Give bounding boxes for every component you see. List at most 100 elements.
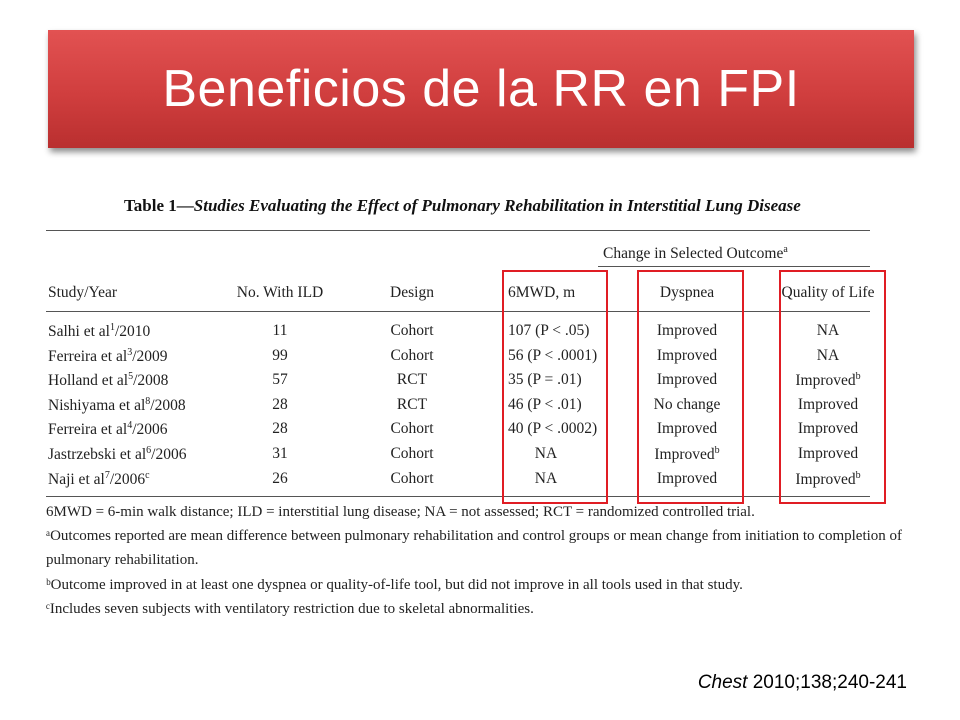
dyspnea-value: Improved: [656, 347, 718, 364]
cell-dyspnea: Improved: [657, 347, 717, 365]
group-header-underline: [598, 266, 870, 267]
reference-number: 3: [127, 347, 133, 358]
dyspnea-value: Improved: [656, 470, 718, 487]
dyspnea-value: Improved: [654, 446, 715, 464]
cell-6mwd: NA: [534, 445, 558, 462]
cell-design: Cohort: [390, 322, 434, 339]
table-note-a: ᵃOutcomes reported are mean difference b…: [46, 528, 903, 544]
reference-number: 5: [128, 371, 134, 382]
cell-6mwd: NA: [534, 470, 558, 487]
cell-design: RCT: [396, 371, 428, 388]
cell-quality-of-life: Improvedb: [795, 371, 860, 390]
table-caption-prefix: Table 1—: [124, 196, 194, 215]
dyspnea-value: Improved: [656, 371, 718, 388]
table-bottom-rule: [46, 496, 870, 497]
table-note-a-cont: pulmonary rehabilitation.: [46, 552, 199, 568]
study-name: Ferreira et al: [48, 421, 128, 439]
slide-title: Beneficios de la RR en FPI: [162, 60, 800, 118]
qol-value: Improved: [795, 471, 856, 489]
cell-study: Jastrzebski et al6/2006: [48, 445, 186, 464]
cell-n-ild: 28: [272, 420, 288, 437]
cell-n-ild: 57: [272, 371, 288, 388]
cell-design: Cohort: [390, 420, 434, 437]
group-header-sup: a: [783, 244, 788, 255]
title-banner: Beneficios de la RR en FPI: [48, 30, 914, 148]
footnote-marker: b: [714, 445, 720, 456]
table-caption-title: Studies Evaluating the Effect of Pulmona…: [193, 196, 801, 215]
cell-n-ild: 99: [272, 347, 288, 364]
table-top-rule: [46, 230, 870, 231]
cell-6mwd: 56 (P < .0001): [508, 347, 598, 364]
footnote-marker: b: [855, 371, 861, 382]
footnote-marker: c: [145, 470, 150, 481]
reference-number: 6: [146, 445, 152, 456]
cell-dyspnea: Improved: [657, 420, 717, 438]
cell-dyspnea: Improved: [657, 371, 717, 389]
qol-value: NA: [816, 322, 840, 339]
cell-dyspnea: Improvedb: [654, 445, 719, 464]
dyspnea-value: No change: [653, 396, 721, 413]
cell-n-ild: 28: [272, 396, 288, 413]
study-name: Salhi et al: [48, 323, 110, 341]
highlight-box-dyspnea: [637, 270, 744, 504]
qol-value: Improved: [797, 396, 859, 413]
cell-study: Naji et al7/2006c: [48, 470, 150, 489]
table-note-abbreviations: 6MWD = 6-min walk distance; ILD = inters…: [46, 504, 755, 520]
column-header-study: Study/Year: [48, 284, 118, 301]
dyspnea-value: Improved: [656, 322, 718, 339]
reference-number: 4: [127, 420, 133, 431]
cell-n-ild: 26: [272, 470, 288, 487]
cell-design: Cohort: [390, 347, 434, 364]
study-year: /2006: [151, 446, 187, 464]
study-year: /2008: [133, 372, 169, 390]
study-name: Naji et al: [48, 471, 105, 489]
study-year: /2006: [132, 421, 168, 439]
cell-design: RCT: [396, 396, 428, 413]
cell-quality-of-life: Improved: [798, 396, 858, 414]
qol-value: Improved: [797, 420, 859, 437]
cell-dyspnea: Improved: [657, 322, 717, 340]
table-header-rule: [46, 311, 870, 312]
study-name: Jastrzebski et al: [48, 446, 147, 464]
cell-design: Cohort: [390, 445, 434, 462]
column-header-dyspnea: Dyspnea: [659, 284, 715, 301]
dyspnea-value: Improved: [656, 420, 718, 437]
cell-6mwd: 46 (P < .01): [508, 396, 582, 413]
column-header-design: Design: [390, 284, 434, 301]
cell-6mwd: 40 (P < .0002): [508, 420, 598, 437]
cell-study: Ferreira et al4/2006: [48, 420, 168, 439]
cell-quality-of-life: Improved: [798, 420, 858, 438]
study-year: /2009: [132, 348, 168, 366]
highlight-box-6mwd: [502, 270, 608, 504]
cell-study: Ferreira et al3/2009: [48, 347, 168, 366]
cell-quality-of-life: Improvedb: [795, 470, 860, 489]
table-note-b: ᵇOutcome improved in at least one dyspne…: [46, 577, 743, 593]
qol-value: Improved: [797, 445, 859, 462]
highlight-box-quality-of-life: [779, 270, 886, 504]
reference-number: 1: [110, 322, 115, 333]
cell-study: Holland et al5/2008: [48, 371, 168, 390]
study-year: /2008: [150, 397, 186, 415]
cell-quality-of-life: NA: [817, 347, 839, 365]
table-note-c: ᶜIncludes seven subjects with ventilator…: [46, 601, 534, 617]
group-header: Change in Selected Outcomea: [603, 244, 788, 263]
column-header-6mwd: 6MWD, m: [508, 284, 576, 301]
cell-6mwd: 35 (P = .01): [508, 371, 582, 388]
study-year: /2006: [109, 471, 146, 489]
cell-n-ild: 11: [272, 322, 288, 339]
cell-quality-of-life: NA: [817, 322, 839, 340]
column-header-n: No. With ILD: [236, 284, 324, 301]
table-caption: Table 1—Studies Evaluating the Effect of…: [124, 196, 801, 216]
footnote-marker: b: [855, 470, 861, 481]
qol-value: Improved: [795, 372, 856, 390]
cell-quality-of-life: Improved: [798, 445, 858, 463]
cell-dyspnea: Improved: [657, 470, 717, 488]
citation-details: 2010;138;240-241: [747, 672, 907, 693]
study-name: Nishiyama et al: [48, 397, 146, 415]
citation-journal: Chest: [697, 672, 748, 693]
cell-6mwd: 107 (P < .05): [508, 322, 590, 339]
study-name: Ferreira et al: [48, 348, 128, 366]
reference-number: 8: [145, 396, 151, 407]
cell-n-ild: 31: [272, 445, 288, 462]
reference-number: 7: [104, 470, 110, 481]
